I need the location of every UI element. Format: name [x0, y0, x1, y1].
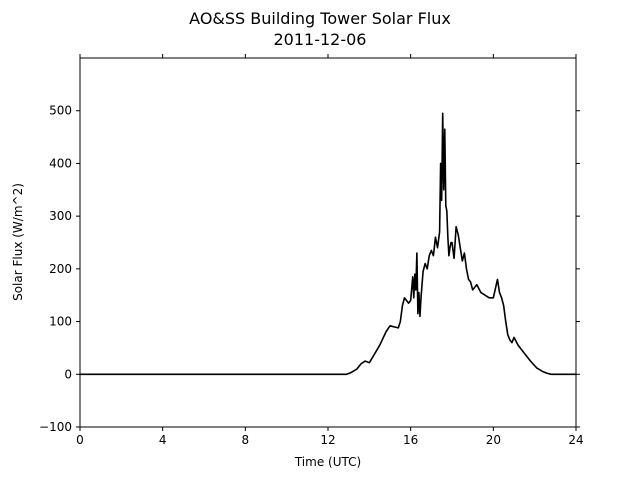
x-tick-label: 4 [159, 433, 167, 447]
x-tick-label: 8 [242, 433, 250, 447]
x-tick-label: 12 [320, 433, 335, 447]
plot-frame [79, 57, 577, 428]
y-tick-label: 400 [49, 156, 72, 170]
solar-flux-line [79, 112, 577, 376]
y-tick-label: 0 [64, 367, 72, 381]
y-tick-label: 200 [49, 262, 72, 276]
chart-title: AO&SS Building Tower Solar Flux [189, 9, 451, 28]
y-tick-label: −100 [39, 420, 72, 434]
y-axis-label: Solar Flux (W/m^2) [11, 183, 25, 301]
y-tick-label: 100 [49, 315, 72, 329]
chart-subtitle: 2011-12-06 [274, 30, 367, 49]
x-tick-label: 24 [568, 433, 583, 447]
x-axis-label: Time (UTC) [294, 455, 361, 469]
x-tick-label: 0 [76, 433, 84, 447]
plot-area: 0 4 8 12 16 20 24 −100 0 100 200 300 400 500 [39, 54, 584, 447]
x-tick-label: 20 [486, 433, 501, 447]
y-tick-label: 500 [49, 104, 72, 118]
x-tick-label: 16 [403, 433, 418, 447]
y-tick-label: 300 [49, 209, 72, 223]
